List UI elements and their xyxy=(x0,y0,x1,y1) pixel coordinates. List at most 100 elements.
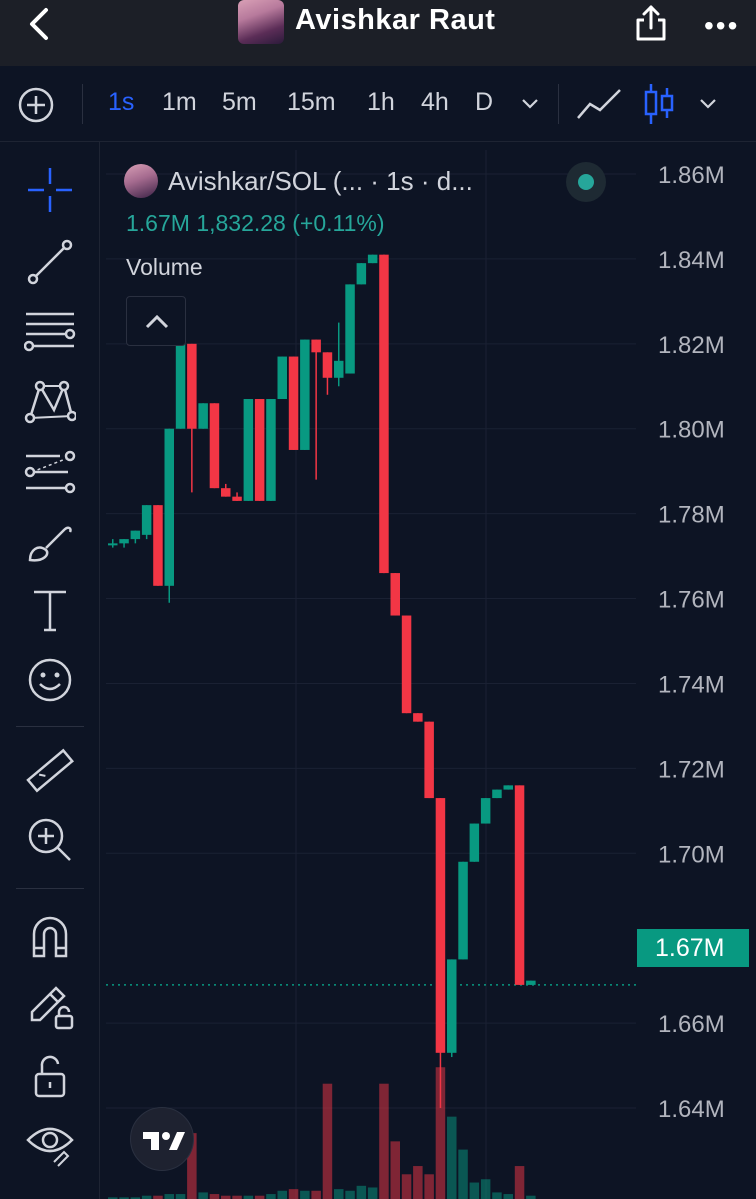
volume-bar xyxy=(108,1197,118,1199)
price-axis: 1.86M 1.84M 1.82M 1.80M 1.78M 1.76M 1.74M 1.72M… xyxy=(658,162,725,1123)
candle xyxy=(153,505,163,586)
candle xyxy=(356,263,367,285)
chevron-up-icon xyxy=(145,314,169,329)
collapse-legend-button[interactable] xyxy=(126,296,186,346)
candle-body xyxy=(334,360,344,378)
candle-body xyxy=(130,530,141,540)
text-icon[interactable] xyxy=(24,584,76,636)
candle xyxy=(130,530,141,544)
candle-body xyxy=(367,254,378,264)
y-tick-label: 1.64M xyxy=(658,1096,725,1123)
interval-5m[interactable]: 5m xyxy=(222,88,257,116)
y-tick-label: 1.66M xyxy=(658,1011,725,1038)
candle-body xyxy=(401,615,412,714)
volume-bar xyxy=(311,1190,321,1199)
divider xyxy=(16,726,84,727)
volume-bar xyxy=(458,1149,468,1199)
current-price-tag: 1.67M xyxy=(637,929,749,967)
candles-icon[interactable] xyxy=(642,82,676,126)
interval-1s[interactable]: 1s xyxy=(108,88,135,116)
more-dots-icon[interactable]: ••• xyxy=(704,10,740,41)
candle xyxy=(164,428,174,603)
y-tick-label: 1.76M xyxy=(658,587,725,614)
candle-body xyxy=(266,399,276,501)
candle xyxy=(221,483,231,497)
candle xyxy=(435,798,446,1108)
candle xyxy=(480,798,491,824)
volume-bar xyxy=(141,1195,152,1199)
interval-15m[interactable]: 15m xyxy=(287,88,336,116)
prediction-icon[interactable] xyxy=(24,446,76,498)
volume-bar xyxy=(480,1179,491,1199)
volume-bar xyxy=(413,1166,423,1199)
y-tick-label: 1.78M xyxy=(658,502,725,529)
volume-bar xyxy=(503,1194,513,1199)
candle xyxy=(187,343,197,493)
volume-bar xyxy=(435,1067,446,1199)
divider xyxy=(82,84,83,124)
volume-bar xyxy=(401,1174,412,1199)
candle xyxy=(288,356,299,450)
lock-drawing-icon[interactable] xyxy=(24,980,76,1032)
magnet-icon[interactable] xyxy=(24,910,76,962)
line-chart-icon[interactable] xyxy=(576,86,622,122)
avatar xyxy=(238,0,284,44)
legend-values: 1.67M 1,832.28 (+0.11%) xyxy=(126,210,385,236)
trendline-icon[interactable] xyxy=(24,236,76,288)
volume-bar xyxy=(288,1189,299,1199)
y-tick-label: 1.86M xyxy=(658,162,725,189)
candle-body xyxy=(119,539,129,544)
volume-bar xyxy=(356,1185,367,1199)
legend-symbol-row[interactable]: Avishkar/SOL (... · 1s · d... xyxy=(124,164,473,198)
volume-bar xyxy=(153,1195,163,1199)
candle xyxy=(492,789,502,799)
volume-bar xyxy=(243,1195,254,1199)
y-tick-label: 1.80M xyxy=(658,417,725,444)
interval-1m[interactable]: 1m xyxy=(162,88,197,116)
interval-4h[interactable]: 4h xyxy=(421,88,449,116)
candle xyxy=(413,713,423,722)
volume-label: Volume xyxy=(126,254,203,280)
tradingview-icon xyxy=(143,1132,185,1150)
lock-icon[interactable] xyxy=(24,1050,76,1102)
page-title: Avishkar Raut xyxy=(295,4,496,36)
candle-body xyxy=(243,399,254,501)
candle xyxy=(175,343,186,429)
brush-icon[interactable] xyxy=(24,516,76,568)
price-chart[interactable]: 1.86M 1.84M 1.82M 1.80M 1.78M 1.76M 1.74M 1.72M… xyxy=(106,150,756,1199)
candle-body xyxy=(187,343,197,429)
emoji-icon[interactable] xyxy=(24,654,76,706)
market-status-badge xyxy=(566,162,606,202)
chevron-down-icon[interactable] xyxy=(520,96,540,112)
interval-d[interactable]: D xyxy=(475,88,494,116)
candle-body xyxy=(141,505,152,535)
y-tick-label: 1.84M xyxy=(658,247,725,274)
ruler-icon[interactable] xyxy=(24,746,76,798)
eye-icon[interactable] xyxy=(24,1118,76,1170)
zoom-in-icon[interactable] xyxy=(24,814,76,866)
chevron-left-icon[interactable] xyxy=(22,6,58,42)
candle xyxy=(424,721,434,799)
candle-body xyxy=(209,403,220,489)
crosshair-icon[interactable] xyxy=(24,164,76,216)
candle xyxy=(198,403,208,429)
candle xyxy=(526,980,536,985)
volume-bar xyxy=(266,1194,276,1199)
candle-body xyxy=(514,785,525,985)
volume-bar xyxy=(367,1187,378,1199)
pattern-icon[interactable] xyxy=(24,376,76,428)
volume-bar xyxy=(232,1195,242,1199)
interval-1h[interactable]: 1h xyxy=(367,88,395,116)
candle-body xyxy=(413,713,423,722)
fib-retracement-icon[interactable] xyxy=(24,306,76,358)
volume-bar xyxy=(164,1194,174,1199)
plus-circle-icon[interactable] xyxy=(17,86,55,124)
y-tick-label: 1.82M xyxy=(658,332,725,359)
chart-toolbar: 1s 1m 5m 15m 1h 4h D xyxy=(0,66,756,142)
volume-bar xyxy=(198,1192,208,1199)
chevron-down-icon[interactable] xyxy=(698,96,718,112)
share-icon[interactable] xyxy=(632,2,670,42)
y-tick-label: 1.72M xyxy=(658,756,725,783)
volume-bar xyxy=(175,1194,186,1199)
tradingview-logo[interactable] xyxy=(130,1107,194,1171)
